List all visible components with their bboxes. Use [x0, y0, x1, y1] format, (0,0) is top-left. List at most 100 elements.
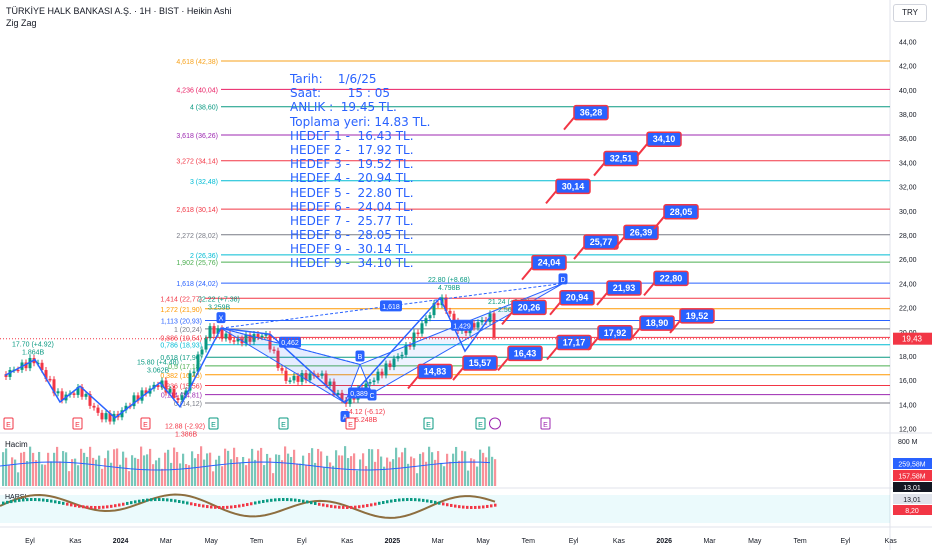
- harsi-candle: [454, 504, 457, 508]
- harsi-candle: [466, 505, 469, 509]
- volume-bar: [194, 458, 197, 486]
- pattern-label: D: [560, 277, 565, 284]
- harsi-candle: [278, 498, 281, 502]
- volume-bar: [389, 461, 392, 486]
- candle-body: [296, 375, 300, 382]
- candle-body: [72, 393, 76, 395]
- volume-bar: [182, 453, 185, 486]
- candle-body: [176, 398, 180, 400]
- time-tick: Kas: [613, 538, 626, 545]
- volume-bar: [122, 451, 125, 486]
- harsi-candle: [378, 501, 381, 505]
- harsi-candle: [42, 498, 45, 502]
- harsi-candle: [30, 498, 33, 502]
- volume-bar: [215, 459, 218, 486]
- harsi-pane: HARSI 13,01 13,01 8,20: [0, 482, 932, 523]
- time-tick: Tem: [250, 538, 263, 545]
- harsi-candle: [158, 498, 161, 502]
- volume-bar: [221, 466, 224, 486]
- volume-bar: [41, 464, 44, 486]
- note-line: HEDEF 9 - 30.14 TL.: [290, 242, 414, 257]
- candle-body: [472, 323, 476, 328]
- zigzag-volume: 2.563B: [498, 307, 521, 314]
- harsi-candle: [482, 505, 485, 509]
- harsi-candle: [206, 505, 209, 509]
- volume-bar: [395, 447, 398, 486]
- harsi-value: 13,01: [903, 485, 921, 492]
- volume-bar: [377, 449, 380, 486]
- last-price: 19,43: [902, 335, 923, 344]
- candle-body: [236, 338, 240, 342]
- volume-bar: [167, 449, 170, 486]
- harsi-candle: [258, 500, 261, 504]
- target-box: [603, 150, 639, 167]
- fib-label: 0,618 (17,90): [160, 355, 202, 362]
- target-box: [507, 345, 543, 362]
- volume-bar: [398, 457, 401, 486]
- fib-label: 2,272 (28,02): [176, 233, 218, 240]
- candle-body: [268, 333, 272, 350]
- target-box: [679, 308, 715, 324]
- harsi-candle: [18, 498, 21, 502]
- harsi-candle: [78, 504, 81, 508]
- volume-bar: [107, 450, 110, 486]
- volume-title: Hacim: [5, 440, 28, 449]
- candle-body: [492, 313, 496, 337]
- fib-label: 4,618 (42,38): [176, 59, 218, 66]
- candle-body: [396, 356, 400, 359]
- volume-bar: [38, 451, 41, 486]
- candle-body: [348, 395, 352, 404]
- last-price-box: [893, 332, 932, 345]
- harsi-candle: [86, 505, 89, 509]
- harsi-candle: [398, 498, 401, 502]
- volume-bar: [320, 451, 323, 486]
- volume-bar: [467, 470, 470, 486]
- time-tick: May: [205, 538, 219, 545]
- target-box: [559, 289, 595, 306]
- volume-bar: [248, 458, 251, 486]
- harsi-candle: [338, 505, 341, 509]
- candle-body: [248, 334, 252, 342]
- volume-bar: [272, 473, 275, 486]
- harsi-candle: [402, 498, 405, 502]
- volume-bar: [29, 446, 32, 486]
- volume-bar: [458, 460, 461, 486]
- earnings-letter: E: [6, 422, 11, 429]
- harsi-candle: [74, 504, 77, 508]
- volume-bar: [239, 463, 242, 486]
- volume-value: 157,58M: [898, 474, 925, 481]
- harsi-candle: [406, 498, 409, 502]
- zigzag-volume: 1.386B: [175, 432, 198, 439]
- volume-bar: [245, 465, 248, 486]
- price-tick: 42,00: [899, 64, 917, 71]
- harsi-candle: [214, 505, 217, 509]
- harsi-candle: [114, 504, 117, 508]
- harsi-candle: [154, 498, 157, 502]
- harsi-candle: [6, 500, 9, 504]
- harsi-candle: [242, 503, 245, 507]
- harsi-candle: [458, 505, 461, 509]
- target-box: [606, 280, 642, 296]
- harsi-candle: [94, 505, 97, 509]
- harsi-candle: [346, 505, 349, 509]
- candle-body: [404, 344, 408, 355]
- fib-label: 3,272 (34,14): [176, 159, 218, 166]
- harsi-candle: [54, 500, 57, 504]
- volume-bar: [251, 448, 254, 486]
- volume-bar: [71, 459, 74, 486]
- volume-bar: [485, 457, 488, 486]
- note-line: Toplama yeri: 14.83 TL.: [290, 114, 431, 129]
- harsi-candle: [22, 498, 25, 502]
- volume-bar: [407, 463, 410, 486]
- volume-bar: [368, 448, 371, 486]
- currency-button[interactable]: TRY: [893, 4, 927, 22]
- time-tick: 2026: [656, 538, 672, 545]
- candle-body: [376, 371, 380, 381]
- harsi-candle: [350, 505, 353, 509]
- target-pointer: [636, 143, 648, 157]
- candle-body: [288, 380, 292, 382]
- harsi-candle: [438, 501, 441, 505]
- volume-bar: [101, 468, 104, 486]
- volume-bar: [53, 452, 56, 486]
